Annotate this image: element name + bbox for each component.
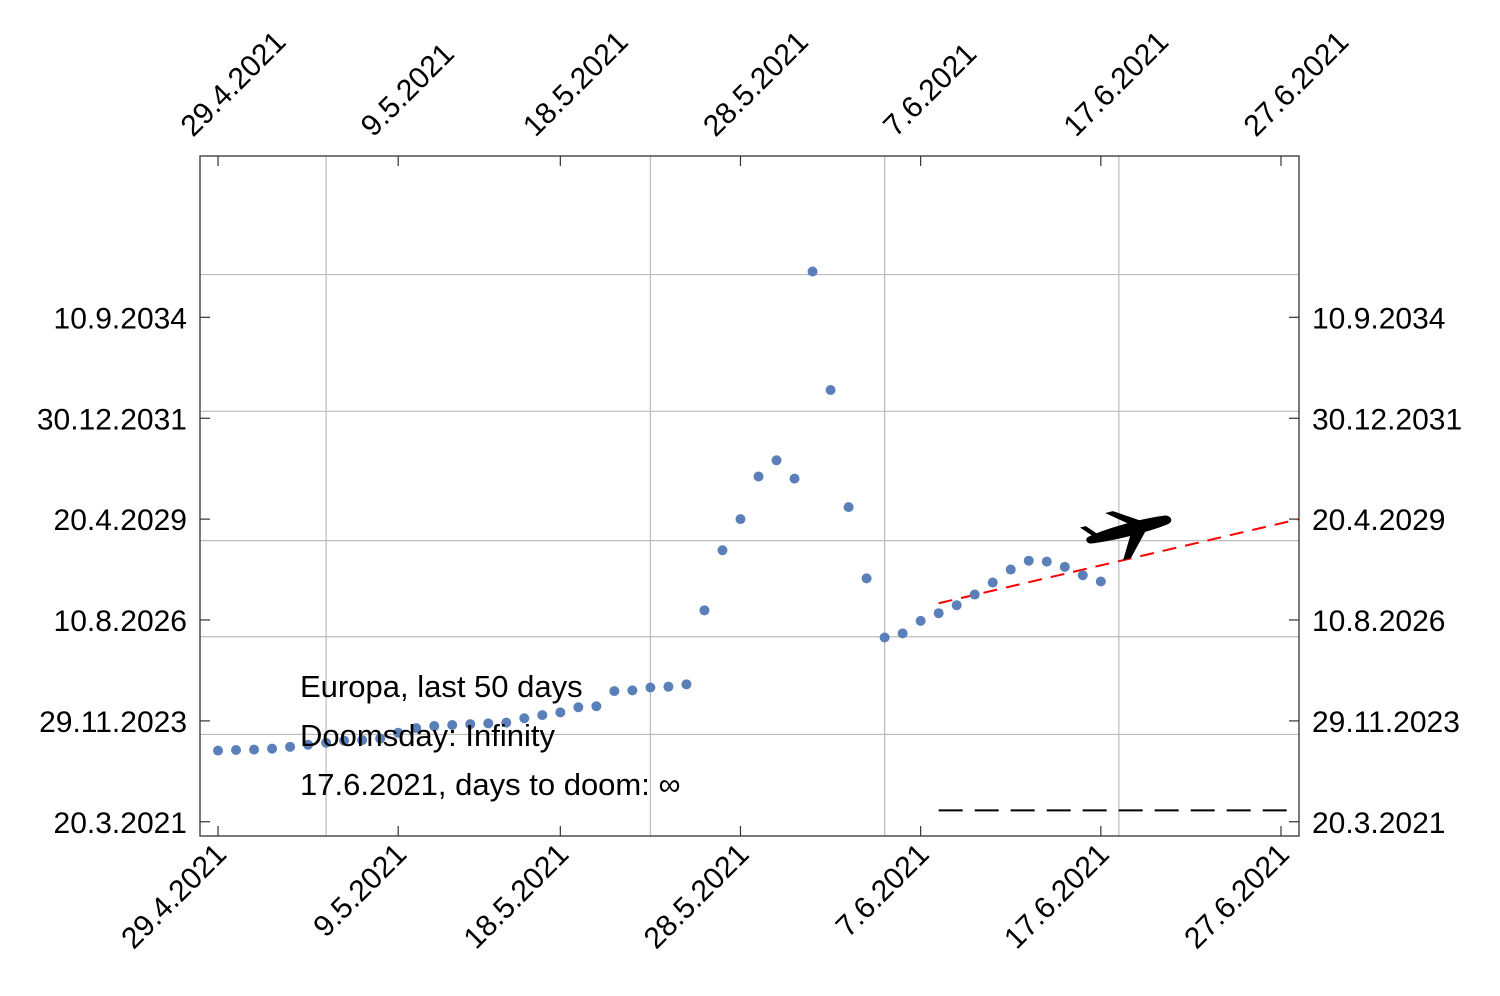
data-point — [303, 739, 314, 750]
data-point — [285, 741, 296, 752]
y-tick-label-left: 10.8.2026 — [54, 605, 187, 638]
data-point — [717, 545, 728, 556]
data-point — [933, 608, 944, 619]
y-tick-label-right: 29.11.2023 — [1312, 706, 1460, 739]
data-point — [249, 744, 260, 755]
data-point — [357, 735, 368, 746]
reference-lines-layer — [938, 518, 1300, 812]
y-tick-label-left: 30.12.2031 — [37, 403, 187, 436]
data-point — [771, 455, 782, 466]
data-point — [519, 713, 530, 724]
data-point — [915, 615, 926, 626]
data-point — [573, 702, 584, 713]
y-tick-label-left: 10.9.2034 — [54, 302, 187, 335]
trend-line — [938, 518, 1300, 605]
data-point — [267, 743, 278, 754]
data-point — [411, 723, 422, 734]
data-point — [861, 573, 872, 584]
data-point — [681, 679, 692, 690]
data-point — [375, 733, 386, 744]
data-point — [393, 727, 404, 738]
data-point — [879, 632, 890, 643]
data-point — [1095, 576, 1106, 587]
y-tick-label-right: 20.3.2021 — [1312, 807, 1445, 840]
data-point — [1077, 570, 1088, 581]
data-point — [1059, 561, 1070, 572]
data-point — [789, 473, 800, 484]
data-point — [987, 577, 998, 588]
data-points-layer — [213, 266, 1106, 756]
data-point — [951, 600, 962, 611]
data-point — [339, 735, 350, 746]
data-point — [807, 266, 818, 277]
annotation-doomsday: Doomsday: Infinity — [300, 718, 555, 753]
y-tick-label-right: 10.8.2026 — [1312, 605, 1445, 638]
data-point — [897, 628, 908, 639]
data-point — [735, 514, 746, 525]
data-point — [321, 737, 332, 748]
annotation-title: Europa, last 50 days — [300, 669, 583, 704]
annotation-block: Europa, last 50 days Doomsday: Infinity … — [300, 669, 681, 802]
data-point — [231, 745, 242, 756]
data-point — [627, 685, 638, 696]
data-point — [843, 502, 854, 513]
data-point — [483, 718, 494, 729]
data-point — [699, 605, 710, 616]
y-tick-label-right: 10.9.2034 — [1312, 302, 1445, 335]
data-point — [591, 701, 602, 712]
data-point — [555, 707, 566, 718]
data-point — [465, 719, 476, 730]
data-point — [429, 721, 440, 732]
data-point — [501, 717, 512, 728]
data-point — [825, 384, 836, 395]
data-point — [213, 745, 224, 756]
grid-layer — [200, 156, 1299, 836]
data-point — [447, 720, 458, 731]
annotation-days-to-doom: 17.6.2021, days to doom: ∞ — [300, 767, 681, 802]
data-point — [609, 686, 620, 697]
data-point — [753, 471, 764, 482]
data-point — [663, 681, 674, 692]
y-tick-label-left: 20.4.2029 — [54, 504, 187, 537]
y-tick-label-right: 20.4.2029 — [1312, 504, 1445, 537]
data-point — [537, 710, 548, 721]
plane-icon — [1079, 511, 1172, 561]
data-point — [1023, 555, 1034, 566]
data-point — [1005, 564, 1016, 575]
data-point — [1041, 556, 1052, 567]
plot-frame — [199, 155, 1300, 837]
data-point — [645, 682, 656, 693]
tick-layer — [200, 156, 1299, 836]
y-tick-label-right: 30.12.2031 — [1312, 403, 1462, 436]
y-tick-label-left: 20.3.2021 — [54, 807, 187, 840]
data-point — [969, 589, 980, 600]
y-tick-label-left: 29.11.2023 — [39, 706, 187, 739]
